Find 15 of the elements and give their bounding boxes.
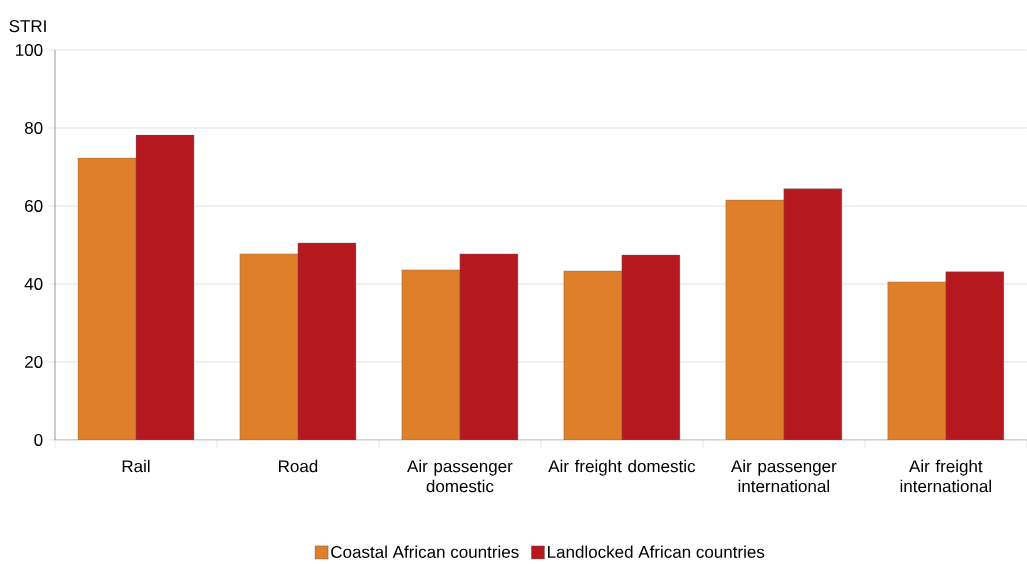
- legend-label: Landlocked African countries: [548, 545, 765, 558]
- x-tick-label: Air passenger domestic: [407, 459, 513, 493]
- y-axis-title: STRI: [9, 19, 46, 32]
- x-tick-label: Air freight international: [900, 459, 991, 493]
- x-tick-label: Air passenger international: [730, 459, 837, 493]
- x-tick-label: Air freight domestic: [548, 459, 696, 476]
- x-tick-label: Rail: [122, 459, 150, 473]
- y-tick-label: 100: [16, 43, 43, 56]
- y-tick-label: 0: [34, 433, 43, 446]
- y-tick-label: 40: [24, 277, 43, 290]
- y-tick-label: 80: [24, 121, 43, 134]
- legend-label: Coastal African countries: [331, 545, 519, 558]
- x-tick-label: Road: [279, 459, 318, 473]
- y-tick-label: 20: [25, 355, 43, 368]
- y-tick-label: 60: [25, 199, 43, 212]
